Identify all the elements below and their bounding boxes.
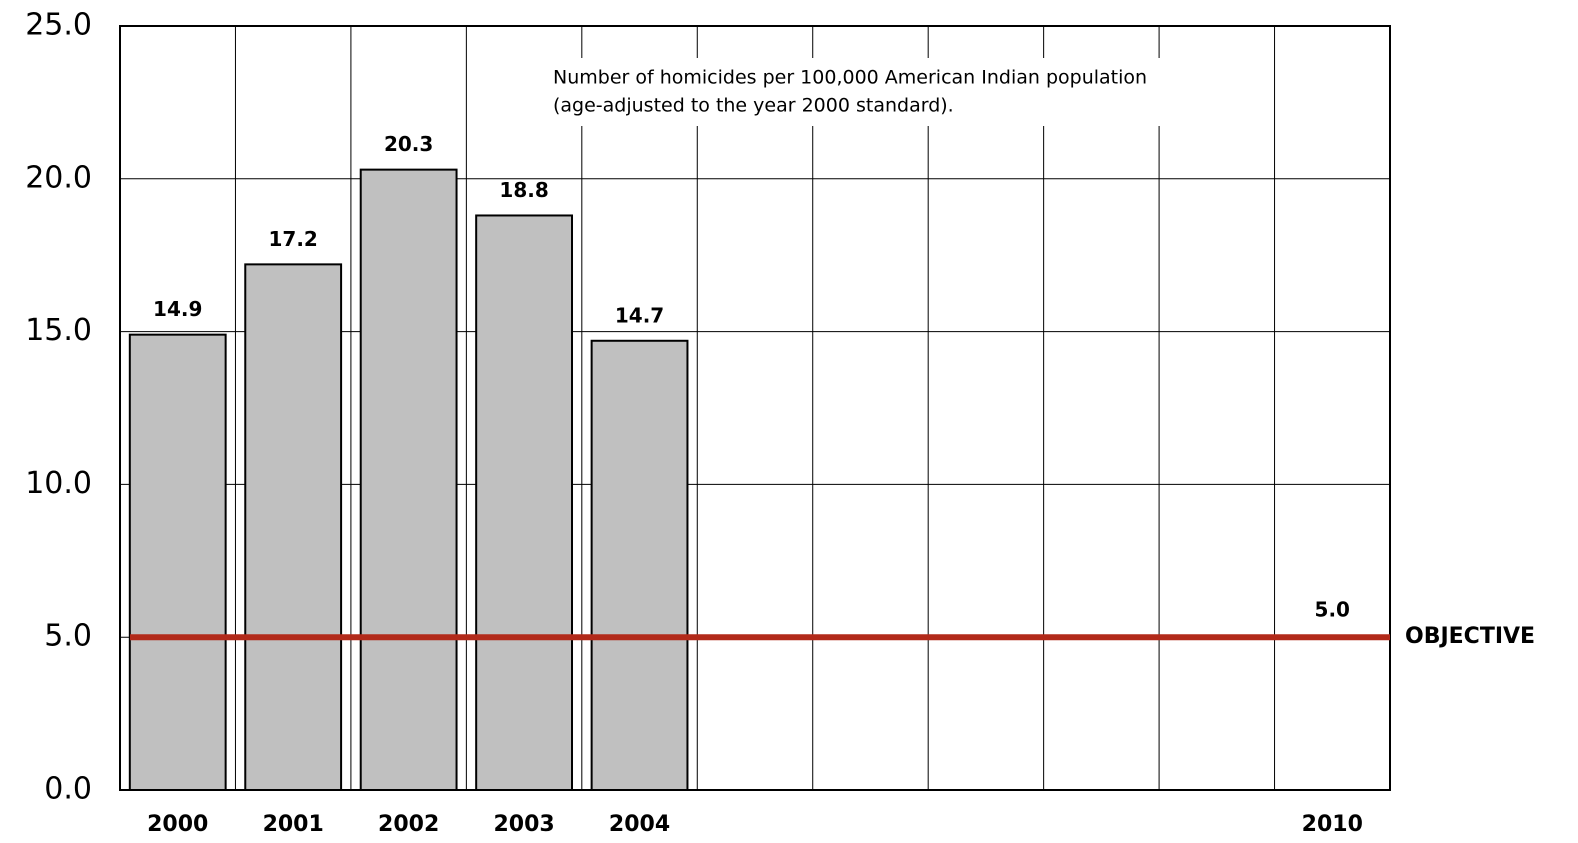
x-tick-label: 2010: [1302, 812, 1363, 837]
x-tick-label: 2003: [493, 812, 554, 837]
plot-frame: [119, 25, 1391, 791]
y-tick-label: 0.0: [44, 772, 92, 807]
x-tick-label: 2001: [263, 812, 324, 837]
value-label: 20.3: [384, 132, 433, 156]
y-tick-label: 10.0: [25, 466, 92, 501]
bar: [128, 333, 227, 791]
value-label: 14.7: [615, 303, 664, 327]
y-tick-label: 20.0: [25, 160, 92, 195]
bar: [590, 339, 689, 791]
bar: [475, 214, 574, 792]
y-tick-label: 5.0: [44, 619, 92, 654]
y-tick-label: 15.0: [25, 313, 92, 348]
value-label: 14.9: [153, 297, 202, 321]
x-tick-label: 2004: [609, 812, 670, 837]
objective-name: OBJECTIVE: [1405, 624, 1535, 649]
bar: [244, 263, 343, 792]
y-tick-label: 25.0: [25, 8, 92, 43]
value-label: 17.2: [269, 227, 318, 251]
bar: [359, 168, 458, 791]
annotation: (age-adjusted to the year 2000 standard)…: [553, 95, 954, 117]
annotation-bg: [545, 58, 1273, 126]
objective-value-label: 5.0: [1315, 598, 1350, 622]
annotation: Number of homicides per 100,000 American…: [553, 67, 1147, 89]
x-tick-label: 2000: [147, 812, 208, 837]
value-label: 18.8: [499, 178, 548, 202]
x-tick-label: 2002: [378, 812, 439, 837]
